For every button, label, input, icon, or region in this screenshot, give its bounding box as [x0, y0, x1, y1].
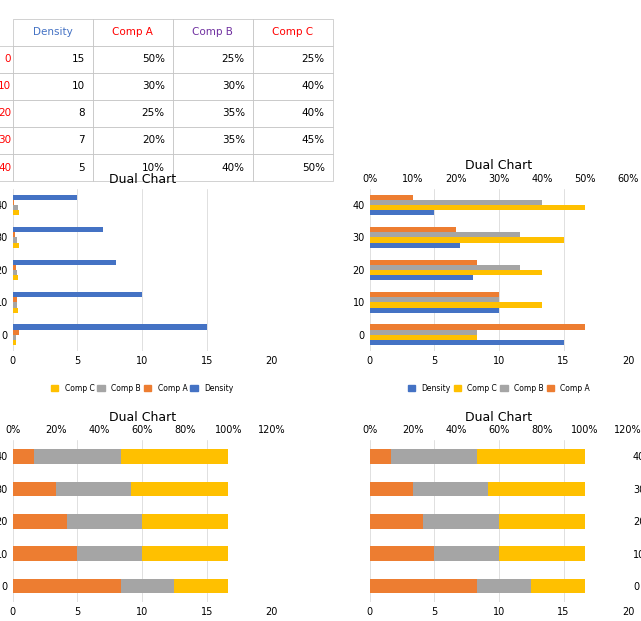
Bar [370, 292, 499, 297]
Bar [370, 265, 520, 270]
Bar [13, 227, 103, 232]
Bar [370, 307, 499, 313]
Bar [370, 194, 413, 200]
Bar [488, 481, 585, 496]
Bar [13, 205, 18, 210]
Bar [370, 270, 542, 275]
Bar [13, 340, 16, 345]
Bar [370, 243, 460, 248]
Bar [370, 237, 563, 243]
Bar [78, 546, 142, 561]
Bar [13, 324, 207, 330]
Bar [13, 335, 16, 340]
Bar [13, 302, 17, 307]
Bar [478, 449, 585, 464]
Title: Dual Chart: Dual Chart [465, 410, 533, 424]
Bar [13, 546, 78, 561]
Bar [13, 194, 78, 200]
Bar [67, 514, 142, 528]
Bar [13, 260, 116, 265]
Bar [370, 200, 542, 205]
Bar [13, 200, 14, 205]
Bar [13, 481, 56, 496]
Bar [413, 481, 488, 496]
Bar [531, 579, 585, 594]
Bar [370, 340, 563, 345]
Bar [13, 307, 18, 313]
Bar [13, 210, 19, 215]
Bar [13, 330, 19, 335]
Legend: Density, Comp C, Comp B, Comp A: Density, Comp C, Comp B, Comp A [404, 381, 593, 396]
Bar [121, 449, 228, 464]
Bar [131, 481, 228, 496]
Bar [121, 579, 174, 594]
Bar [370, 324, 585, 330]
Bar [142, 546, 228, 561]
Bar [13, 579, 121, 594]
Bar [13, 270, 17, 275]
Bar [370, 330, 478, 335]
Bar [370, 514, 424, 528]
Bar [370, 449, 391, 464]
Bar [499, 546, 585, 561]
Bar [370, 232, 520, 237]
Bar [370, 260, 478, 265]
Bar [424, 514, 499, 528]
Bar [370, 210, 434, 215]
Legend: Comp C, Comp B, Comp A, Density: Comp C, Comp B, Comp A, Density [48, 381, 237, 396]
Title: Dual Chart: Dual Chart [465, 160, 533, 173]
Bar [13, 237, 17, 243]
Bar [434, 546, 499, 561]
Bar [13, 232, 15, 237]
Bar [391, 449, 478, 464]
Bar [35, 449, 121, 464]
Bar [174, 579, 228, 594]
Bar [370, 579, 478, 594]
Bar [370, 227, 456, 232]
Bar [370, 205, 585, 210]
Title: Dual Chart: Dual Chart [108, 173, 176, 186]
Bar [56, 481, 131, 496]
Bar [13, 514, 67, 528]
Bar [13, 265, 16, 270]
Bar [370, 481, 413, 496]
Title: Dual Chart: Dual Chart [108, 410, 176, 424]
Bar [13, 292, 142, 297]
Bar [13, 243, 19, 248]
Bar [370, 275, 473, 280]
Bar [370, 302, 542, 307]
Bar [478, 579, 531, 594]
Bar [142, 514, 228, 528]
Bar [13, 449, 35, 464]
Bar [13, 275, 18, 280]
Bar [499, 514, 585, 528]
Bar [13, 297, 17, 302]
Bar [370, 335, 478, 340]
Bar [370, 546, 434, 561]
Bar [370, 297, 499, 302]
